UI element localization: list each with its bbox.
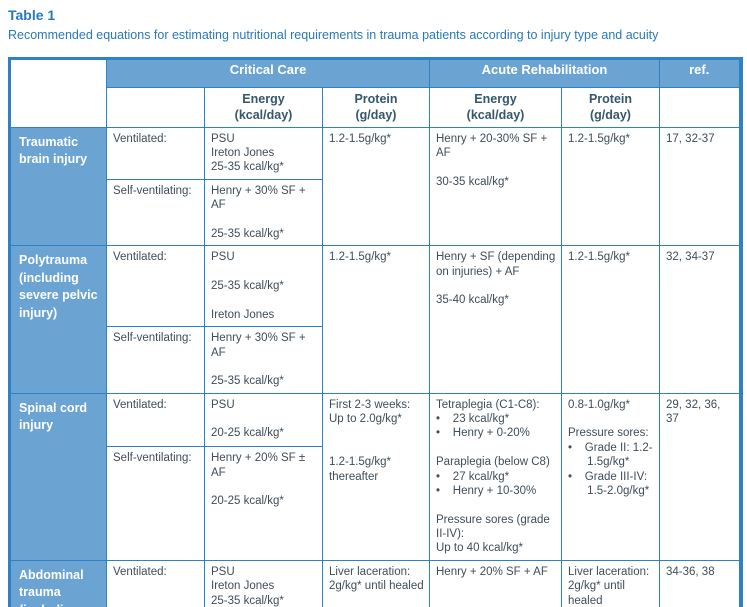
subheader-cc-energy: Energy (kcal/day) bbox=[204, 87, 323, 128]
header-ref: ref. bbox=[659, 58, 741, 89]
blank-cell bbox=[659, 87, 741, 128]
injury-label: Polytrauma (including severe pelvic inju… bbox=[9, 245, 107, 394]
ar-protein-cell: 1.2-1.5g/kg* bbox=[561, 126, 660, 247]
table-row: Self-ventilating: Henry + 30% SF + AF 25… bbox=[10, 326, 741, 394]
mode-label-ventilated: Ventilated: bbox=[106, 392, 205, 448]
table-row: Self-ventilating: Henry + 20% SF ± AF 20… bbox=[10, 446, 741, 561]
table-row: Self-ventilating: Henry + 30% SF + AF 25… bbox=[10, 178, 741, 247]
ar-protein-cell: 0.8-1.0g/kg* Pressure sores: • Grade II:… bbox=[561, 392, 660, 561]
cc-energy-ventilated-cell: PSU 25-35 kcal/kg* Ireton Jones bbox=[204, 245, 323, 328]
nutrition-requirements-table: Critical Care Acute Rehabilitation ref. … bbox=[8, 57, 743, 607]
injury-label: Traumatic brain injury bbox=[9, 126, 107, 247]
cc-protein-cell: First 2-3 weeks: Up to 2.0g/kg* 1.2-1.5g… bbox=[322, 392, 430, 561]
ar-protein-cell: Liver laceration: 2g/kg* until healed Ot… bbox=[561, 559, 660, 607]
cc-protein-cell: Liver laceration: 2g/kg* until healed Ot… bbox=[322, 559, 430, 607]
mode-label-self-ventilating: Self-ventilating: bbox=[106, 326, 205, 394]
corner-cell bbox=[9, 58, 107, 128]
ref-cell: 17, 32-37 bbox=[659, 126, 741, 247]
table-row: Traumatic brain injury Ventilated: PSU I… bbox=[9, 126, 741, 247]
ar-energy-cell: Henry + SF (depending on injuries) + AF … bbox=[429, 245, 562, 394]
cc-protein-cell: 1.2-1.5g/kg* bbox=[322, 126, 430, 247]
page-subtitle: Recommended equations for estimating nut… bbox=[8, 27, 659, 42]
header-critical-care: Critical Care bbox=[106, 58, 430, 89]
cc-energy-ventilated-cell: PSU 20-25 kcal/kg* bbox=[204, 392, 323, 448]
mode-label-self-ventilating: Self-ventilating: bbox=[106, 178, 205, 247]
page-title: Table 1 bbox=[8, 7, 56, 23]
mode-label-ventilated: Ventilated: bbox=[106, 126, 205, 180]
injury-label: Spinal cord injury bbox=[9, 392, 107, 561]
mode-label-ventilated: Ventilated: bbox=[106, 559, 205, 607]
ref-cell: 34-36, 38 bbox=[659, 559, 741, 607]
cc-energy-self-ventilating-cell: Henry + 30% SF + AF 25-35 kcal/kg* bbox=[204, 178, 323, 247]
table-row: Polytrauma (including severe pelvic inju… bbox=[9, 245, 741, 394]
ar-energy-cell: Henry + 20% SF + AF 25-35 kcal/kg* bbox=[429, 559, 562, 607]
table-row: Spinal cord injury Ventilated: PSU 20-25… bbox=[9, 392, 741, 561]
cc-energy-ventilated-cell: PSU Ireton Jones 25-35 kcal/kg* bbox=[204, 126, 323, 180]
injury-label: Abdominal trauma (including liver lacera… bbox=[9, 559, 107, 607]
cc-protein-cell: 1.2-1.5g/kg* bbox=[322, 245, 430, 394]
ar-energy-cell: Tetraplegia (C1-C8): • 23 kcal/kg* • Hen… bbox=[429, 392, 562, 561]
mode-label-ventilated: Ventilated: bbox=[106, 245, 205, 328]
ref-cell: 32, 34-37 bbox=[659, 245, 741, 394]
cc-energy-self-ventilating-cell: Henry + 20% SF ± AF 20-25 kcal/kg* bbox=[204, 446, 323, 561]
ar-energy-cell: Henry + 20-30% SF + AF 30-35 kcal/kg* bbox=[429, 126, 562, 247]
table-row: Abdominal trauma (including liver lacera… bbox=[9, 559, 741, 607]
cc-energy-ventilated-cell: PSU Ireton Jones 25-35 kcal/kg* bbox=[204, 559, 323, 607]
subheader-cc-protein: Protein (g/day) bbox=[322, 87, 430, 128]
subheader-ar-protein: Protein (g/day) bbox=[561, 87, 660, 128]
cc-energy-self-ventilating-cell: Henry + 30% SF + AF 25-35 kcal/kg* bbox=[204, 326, 323, 394]
blank-cell bbox=[106, 87, 205, 128]
ar-protein-cell: 1.2-1.5g/kg* bbox=[561, 245, 660, 394]
ref-cell: 29, 32, 36, 37 bbox=[659, 392, 741, 561]
subheader-ar-energy: Energy (kcal/day) bbox=[429, 87, 562, 128]
mode-label-self-ventilating: Self-ventilating: bbox=[106, 446, 205, 561]
header-acute-rehabilitation: Acute Rehabilitation bbox=[429, 58, 660, 89]
